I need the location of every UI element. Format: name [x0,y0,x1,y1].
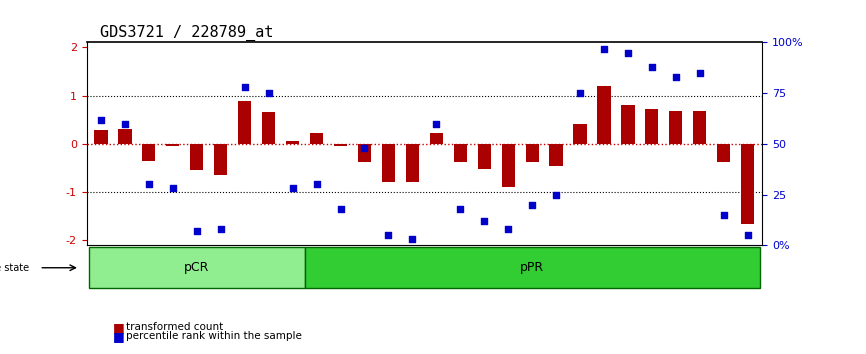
Point [621,50,635,56]
Text: ■: ■ [113,321,125,334]
Point [310,182,324,187]
Point [118,121,132,126]
Point [214,226,228,232]
Point [645,64,659,70]
Bar [526,144,539,162]
Bar [598,86,611,144]
Bar [669,111,682,144]
Bar [238,101,251,144]
Point [693,70,707,76]
Bar [622,105,635,144]
Bar [717,144,730,162]
Bar [382,144,395,182]
Point [382,232,396,238]
Point [525,202,539,207]
Point [501,226,515,232]
Point [453,206,467,212]
Point [573,90,587,96]
Bar [406,144,419,182]
Text: pPR: pPR [520,261,544,274]
Bar [142,144,156,161]
Bar [645,109,658,144]
Bar [358,144,371,162]
Bar [550,144,563,166]
Text: transformed count: transformed count [126,322,223,332]
Point [669,74,682,80]
Point [477,218,491,224]
Bar [334,144,347,146]
Point [262,90,275,96]
Bar [478,144,491,169]
Point [166,185,180,191]
Text: disease state: disease state [0,263,29,273]
Bar [573,124,586,144]
FancyBboxPatch shape [305,247,759,288]
Point [286,185,300,191]
Bar [693,111,707,144]
Bar [166,144,179,146]
Bar [286,142,299,144]
Point [549,192,563,198]
Bar [262,113,275,144]
Text: pCR: pCR [184,261,210,274]
Bar [119,129,132,144]
Point [190,228,204,234]
Point [405,236,419,242]
Point [358,145,372,151]
Bar [454,144,467,162]
Bar [191,144,204,170]
FancyBboxPatch shape [89,247,305,288]
Point [430,121,443,126]
Point [94,117,108,122]
Bar [94,130,107,144]
Point [142,182,156,187]
Bar [430,133,443,144]
Text: percentile rank within the sample: percentile rank within the sample [126,331,301,341]
Point [333,206,347,212]
Bar [214,144,227,175]
Bar [310,133,323,144]
Point [238,84,252,90]
Text: ■: ■ [113,330,125,343]
Point [597,46,611,51]
Text: GDS3721 / 228789_at: GDS3721 / 228789_at [100,25,274,41]
Point [717,212,731,218]
Bar [741,144,754,223]
Point [740,232,754,238]
Bar [501,144,514,187]
